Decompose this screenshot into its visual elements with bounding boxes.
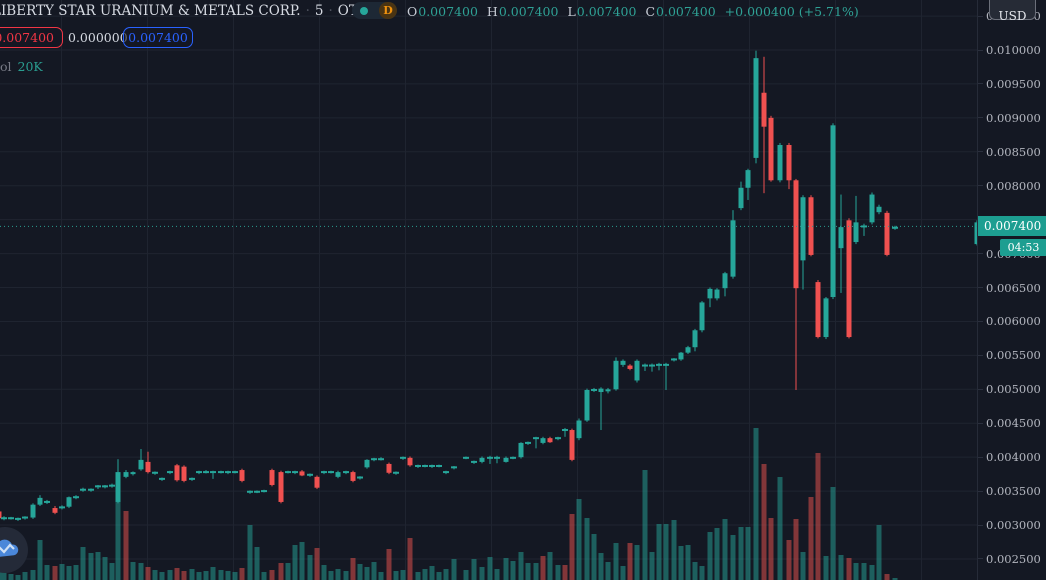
price-axis[interactable]: 0.0105000.0100000.0095000.0090000.008500…	[977, 0, 1046, 580]
price-axis-label: 0.005500	[986, 348, 1041, 363]
price-axis-label: 0.003500	[986, 484, 1041, 499]
price-axis-label: 0.004500	[986, 416, 1041, 431]
axis-tick	[978, 83, 983, 85]
plain-price-value: 0.000000	[68, 30, 128, 45]
price-axis-label: 0.002500	[986, 551, 1041, 566]
high-value: 0.007400	[498, 4, 559, 19]
symbol-title[interactable]: LIBERTY STAR URANIUM & METALS CORP.	[0, 3, 301, 19]
price-axis-label: 0.010000	[986, 43, 1041, 57]
axis-tick	[978, 490, 983, 492]
price-axis-label: 0.006000	[986, 314, 1041, 329]
axis-tick	[978, 49, 983, 51]
axis-tick	[978, 15, 983, 17]
volume-label: ol	[0, 59, 12, 74]
volume-readout: ol 20K	[0, 59, 43, 74]
axis-tick	[978, 117, 983, 119]
axis-tick	[978, 456, 983, 458]
axis-tick	[978, 151, 983, 153]
axis-tick	[978, 422, 983, 424]
price-axis-label: 0.004000	[986, 450, 1041, 465]
delayed-data-badge[interactable]: D	[379, 2, 397, 19]
candlestick-chart-canvas[interactable]	[0, 0, 977, 580]
separator-dot: ·	[328, 3, 333, 19]
blue-price-box[interactable]: 0.007400	[123, 27, 193, 48]
close-value: 0.007400	[656, 4, 716, 19]
axis-tick	[978, 388, 983, 390]
market-status-badge[interactable]: D	[352, 2, 397, 19]
axis-tick	[978, 558, 983, 560]
open-value: 0.007400	[418, 4, 478, 19]
low-label: L	[567, 4, 576, 19]
currency-button[interactable]: USD	[989, 0, 1036, 23]
price-axis-label: 0.009500	[986, 76, 1041, 91]
separator-dot: ·	[305, 3, 310, 19]
last-price-label: 0.007400	[978, 216, 1046, 237]
price-axis-label: 0.006500	[986, 280, 1041, 295]
volume-value: 20K	[17, 59, 43, 74]
axis-tick	[978, 253, 983, 255]
price-axis-label: 0.009000	[986, 110, 1041, 125]
red-price-box[interactable]: 0.007400	[0, 27, 63, 48]
ohlc-readout: O0.007400 H0.007400 L0.007400 C0.007400 +0.0…	[407, 4, 859, 19]
close-label: C	[645, 4, 656, 19]
change-value: +0.000400 (+5.71%)	[724, 4, 859, 19]
axis-tick	[978, 287, 983, 288]
high-label: H	[486, 4, 498, 19]
axis-tick	[978, 524, 983, 526]
open-label: O	[407, 4, 418, 19]
symbol-header: LIBERTY STAR URANIUM & METALS CORP.·5·OT…	[0, 3, 368, 19]
axis-tick	[978, 320, 983, 322]
bar-countdown-timer: 04:53	[1000, 239, 1046, 257]
price-axis-label: 0.008000	[986, 178, 1041, 193]
price-axis-label: 0.003000	[986, 518, 1041, 533]
market-status-dot-icon	[360, 7, 368, 15]
axis-tick	[978, 185, 983, 187]
price-axis-label: 0.005000	[986, 382, 1041, 397]
low-value: 0.007400	[576, 4, 637, 19]
otc-markets-cloud-icon	[0, 539, 19, 557]
price-axis-label: 0.008500	[986, 144, 1041, 159]
axis-tick	[978, 354, 983, 356]
interval-label[interactable]: 5	[314, 3, 324, 19]
